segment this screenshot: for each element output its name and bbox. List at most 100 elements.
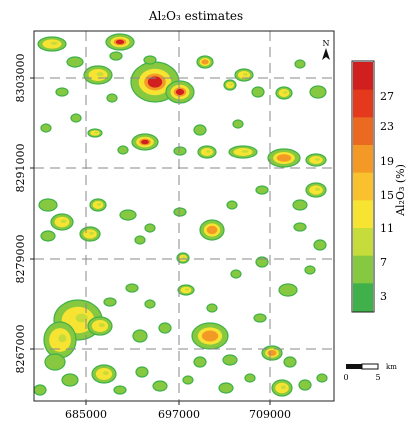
- estimate-patch: [61, 373, 79, 387]
- estimate-patch: [105, 33, 135, 51]
- estimate-patch: [70, 113, 82, 123]
- colorbar-label: 15: [380, 189, 394, 202]
- estimate-patch: [132, 329, 148, 343]
- estimate-patch: [89, 198, 107, 212]
- y-tick-label: 8291000: [14, 144, 27, 193]
- estimate-patch: [275, 86, 293, 100]
- estimate-patch: [38, 198, 58, 212]
- estimate-patch: [177, 284, 195, 296]
- estimate-patch: [316, 373, 328, 383]
- estimate-patch: [83, 65, 113, 85]
- map-border: [33, 30, 335, 402]
- north-label: N: [323, 39, 330, 48]
- y-tick-label: 8303000: [14, 54, 27, 103]
- estimate-patch: [33, 384, 47, 396]
- colorbar-swatch: [353, 62, 373, 91]
- estimate-patch: [117, 145, 129, 155]
- estimate-patch: [255, 185, 269, 195]
- estimate-patch: [293, 222, 307, 232]
- estimate-patch: [292, 199, 308, 211]
- estimate-patch: [278, 283, 298, 297]
- estimate-patch: [222, 354, 238, 366]
- estimate-patch: [131, 133, 159, 151]
- colorbar-swatch: [353, 89, 373, 118]
- colorbar-swatch: [353, 117, 373, 146]
- y-tick-label: 8279000: [14, 235, 27, 284]
- estimate-patch: [267, 148, 301, 168]
- estimate-patch: [55, 87, 69, 97]
- estimate-patch: [37, 36, 67, 52]
- x-tick-label: 685000: [65, 408, 107, 421]
- x-tick-label: 697000: [158, 408, 200, 421]
- estimate-patch: [251, 86, 265, 98]
- estimate-patch: [40, 123, 52, 133]
- estimate-patch: [165, 80, 195, 104]
- frame-ticks: [30, 77, 271, 405]
- estimate-patch: [309, 85, 327, 99]
- estimate-patch: [91, 364, 117, 384]
- scale-end: 5: [375, 373, 380, 382]
- north-arrow-icon: N: [322, 39, 330, 60]
- colorbar-label: 23: [380, 120, 394, 133]
- estimate-patch: [304, 265, 316, 275]
- estimate-patch: [193, 356, 207, 368]
- scale-unit: km: [386, 363, 397, 371]
- map-title: Al₂O₃ estimates: [148, 9, 243, 23]
- estimate-patch: [283, 356, 297, 368]
- y-tick-label: 8267000: [14, 325, 27, 374]
- x-tick-label: 709000: [249, 408, 291, 421]
- colorbar-swatch: [353, 283, 373, 312]
- estimate-patch: [230, 269, 242, 279]
- estimate-patch: [144, 223, 156, 233]
- estimate-patch: [234, 68, 254, 82]
- estimate-patches: [33, 33, 328, 397]
- estimate-patch: [199, 219, 225, 241]
- estimate-patch: [50, 213, 74, 231]
- estimate-patch: [134, 235, 146, 245]
- estimate-patch: [103, 297, 117, 307]
- colorbar-outline: [351, 60, 375, 313]
- estimate-patch: [109, 51, 123, 61]
- colorbar-swatch: [353, 172, 373, 201]
- colorbar-swatch: [353, 200, 373, 229]
- estimate-patch: [313, 239, 327, 251]
- estimate-patch: [261, 345, 283, 361]
- estimate-patch: [176, 252, 190, 264]
- estimate-patch: [197, 145, 217, 159]
- estimate-patch: [43, 321, 77, 359]
- estimate-patch: [182, 375, 194, 385]
- estimate-patch: [271, 379, 293, 397]
- estimate-patch: [135, 366, 149, 378]
- estimate-patch: [125, 283, 139, 293]
- colorbar-label: 7: [380, 256, 387, 269]
- estimate-patch: [218, 382, 234, 394]
- estimate-patch: [173, 207, 187, 217]
- estimate-patch: [44, 353, 66, 371]
- estimate-patch: [87, 316, 113, 336]
- estimate-patch: [40, 230, 56, 242]
- estimate-patch: [223, 79, 237, 91]
- estimate-patch: [113, 385, 127, 395]
- colorbar-swatch: [353, 255, 373, 284]
- estimate-patch: [152, 380, 168, 392]
- estimate-patch: [226, 200, 238, 210]
- colorbar-label: 3: [380, 290, 387, 303]
- estimate-patch: [206, 303, 218, 313]
- estimate-patch: [66, 56, 84, 68]
- estimate-patch: [144, 299, 156, 309]
- scale-bar: 0 5 km: [343, 363, 397, 382]
- estimate-patch: [79, 226, 101, 242]
- estimate-patch: [87, 128, 103, 138]
- estimate-patch: [232, 119, 244, 129]
- estimate-patch: [294, 59, 306, 69]
- scale-zero: 0: [343, 373, 348, 382]
- estimate-patch: [228, 145, 258, 159]
- map-grid: [34, 31, 334, 401]
- estimate-patch: [305, 182, 327, 198]
- estimate-patch: [298, 379, 312, 391]
- estimate-patch: [119, 209, 137, 221]
- estimate-patch: [158, 322, 172, 334]
- estimate-patch: [193, 124, 207, 136]
- colorbar-swatch: [353, 145, 373, 174]
- estimate-patch: [196, 55, 214, 69]
